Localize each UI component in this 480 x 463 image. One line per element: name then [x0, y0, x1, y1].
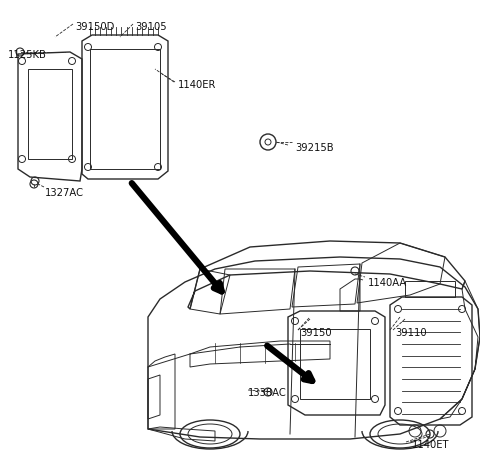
Text: 1338AC: 1338AC	[248, 387, 287, 397]
Text: 1327AC: 1327AC	[45, 188, 84, 198]
Text: 39105: 39105	[135, 22, 167, 32]
Text: 1140ER: 1140ER	[178, 80, 216, 90]
Text: 39150: 39150	[300, 327, 332, 337]
Text: 39215B: 39215B	[295, 143, 334, 153]
Text: 1140AA: 1140AA	[368, 277, 407, 288]
Text: 39110: 39110	[395, 327, 427, 337]
Text: 39150D: 39150D	[75, 22, 114, 32]
Text: 1140ET: 1140ET	[412, 439, 449, 449]
Text: 1125KB: 1125KB	[8, 50, 47, 60]
